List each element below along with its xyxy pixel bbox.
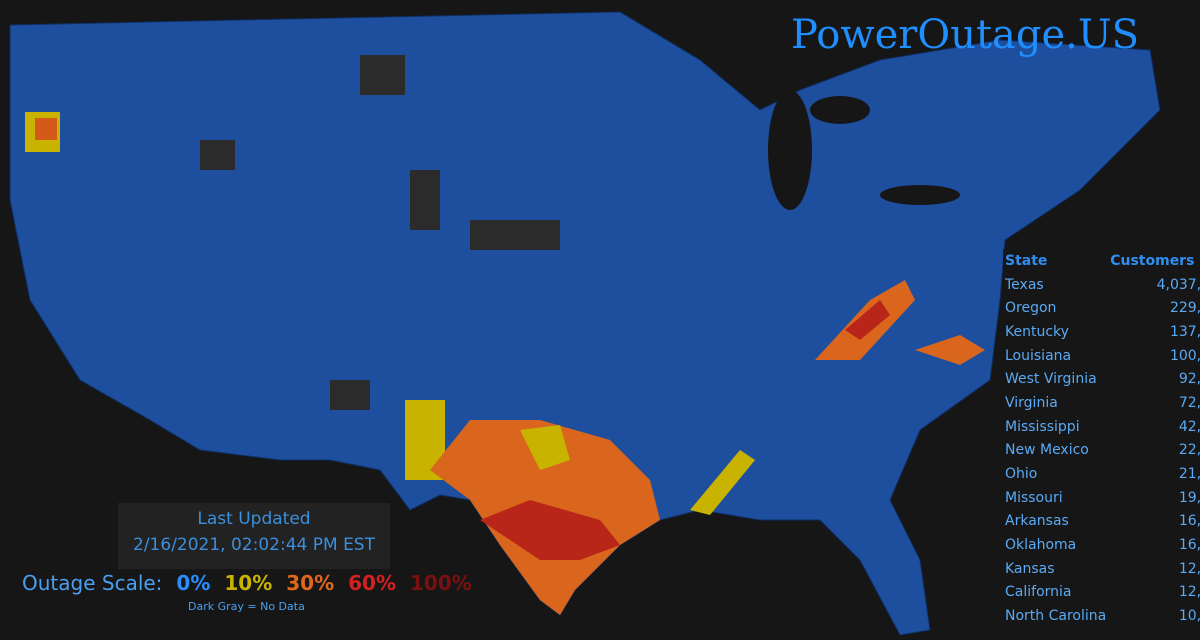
table-row: Kentucky 137,439 <box>1003 320 1200 344</box>
customers-out: 16,086 <box>1178 537 1200 554</box>
site-title: PowerOutage.US <box>791 12 1139 58</box>
table-row: Oklahoma 16,086 <box>1003 533 1200 557</box>
column-header: State <box>1005 252 1048 269</box>
us-map <box>9 11 1161 636</box>
outage-region <box>845 300 890 340</box>
no-data-county <box>360 55 405 95</box>
great-lakes <box>810 96 870 124</box>
state-name: Ohio <box>1005 466 1038 483</box>
last-updated-time: 2/16/2021, 02:02:44 PM EST <box>133 535 375 555</box>
table-row: Oregon 229,896 <box>1003 296 1200 320</box>
state-name: California <box>1005 584 1072 601</box>
scale-level: 60% <box>348 571 397 595</box>
state-name: Arkansas <box>1005 513 1069 530</box>
scale-level: 100% <box>410 571 472 595</box>
state-name: Texas <box>1005 276 1044 293</box>
table-row: West Virginia 92,127 <box>1003 367 1200 391</box>
scale-level: 30% <box>286 571 335 595</box>
table-row: North Carolina 10,810 <box>1003 604 1200 628</box>
no-data-county <box>330 380 370 410</box>
customers-out: 22,983 <box>1178 442 1200 459</box>
last-updated-label: Last Updated <box>197 509 311 529</box>
customers-out: 12,045 <box>1178 584 1200 601</box>
outage-region <box>480 500 620 560</box>
state-name: Kentucky <box>1005 323 1069 340</box>
table-row: Kansas 12,316 <box>1003 557 1200 581</box>
table-row: Missouri 19,470 <box>1003 486 1200 510</box>
state-name: Virginia <box>1005 394 1058 411</box>
table-row: Arkansas 16,124 <box>1003 510 1200 534</box>
scale-label: Outage Scale: <box>22 571 163 595</box>
state-name: Mississippi <box>1005 418 1080 435</box>
scale-note: Dark Gray = No Data <box>188 600 305 613</box>
state-name: Oregon <box>1005 300 1057 317</box>
great-lakes <box>880 185 960 205</box>
table-row: Virginia 72,197 <box>1003 391 1200 415</box>
customers-out: 137,439 <box>1169 323 1200 340</box>
state-name: Missouri <box>1005 489 1063 506</box>
state-table: State Customers Out Texas 4,037,050 Oregon 22… <box>1003 249 1200 628</box>
state-name: West Virginia <box>1005 371 1097 388</box>
table-header: State Customers Out <box>1003 249 1200 273</box>
customers-out: 229,896 <box>1169 300 1200 317</box>
table-row: Mississippi 42,093 <box>1003 415 1200 439</box>
outage-region <box>690 450 755 515</box>
customers-out: 21,866 <box>1178 466 1200 483</box>
state-name: Oklahoma <box>1005 537 1077 554</box>
table-row: Texas 4,037,050 <box>1003 273 1200 297</box>
customers-out: 92,127 <box>1178 371 1200 388</box>
state-name: Louisiana <box>1005 347 1072 364</box>
customers-out: 16,124 <box>1178 513 1200 530</box>
scale-level: 0% <box>176 571 211 595</box>
great-lakes <box>768 90 812 210</box>
customers-out: 42,093 <box>1178 418 1200 435</box>
customers-out: 10,810 <box>1178 608 1200 625</box>
state-name: New Mexico <box>1005 442 1089 459</box>
state-name: Kansas <box>1005 560 1055 577</box>
outage-county <box>35 118 57 140</box>
last-updated-box: Last Updated 2/16/2021, 02:02:44 PM EST <box>118 503 390 569</box>
outage-region <box>520 425 570 470</box>
outage-region <box>915 335 985 365</box>
table-row: New Mexico 22,983 <box>1003 439 1200 463</box>
outage-scale: Outage Scale: 0% 10% 30% 60% 100% <box>22 571 486 595</box>
table-row: Ohio 21,866 <box>1003 462 1200 486</box>
customers-out: 4,037,050 <box>1156 276 1200 293</box>
table-row: California 12,045 <box>1003 581 1200 605</box>
no-data-county <box>470 220 560 250</box>
table-row: Louisiana 100,057 <box>1003 344 1200 368</box>
customers-out: 19,470 <box>1178 489 1200 506</box>
no-data-county <box>200 140 235 170</box>
customers-out: 100,057 <box>1169 347 1200 364</box>
customers-out: 12,316 <box>1178 560 1200 577</box>
column-header: Customers Out <box>1110 252 1200 269</box>
customers-out: 72,197 <box>1178 394 1200 411</box>
state-name: North Carolina <box>1005 608 1107 625</box>
no-data-county <box>410 170 440 230</box>
scale-level: 10% <box>224 571 273 595</box>
